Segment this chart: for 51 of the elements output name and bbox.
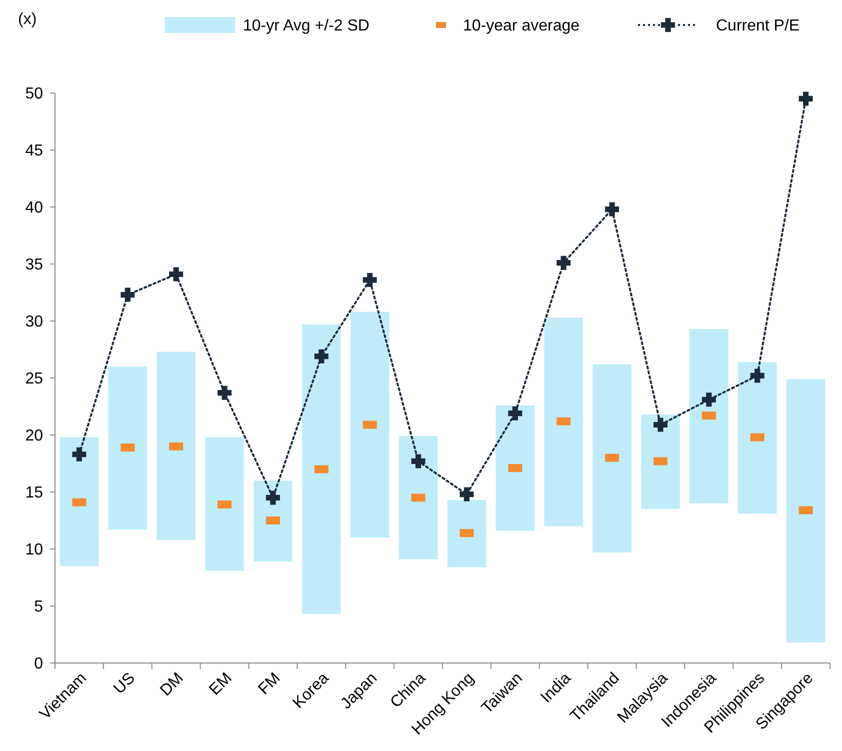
x-tick-label: FM <box>255 670 284 698</box>
bar <box>592 364 632 552</box>
point <box>750 368 764 383</box>
point <box>218 386 232 400</box>
bar <box>447 500 486 568</box>
point <box>653 418 668 432</box>
bar <box>544 318 583 526</box>
y-tick-label: 40 <box>25 200 44 217</box>
point <box>556 256 571 270</box>
point <box>169 267 184 282</box>
bar <box>641 414 680 510</box>
y-tick-label: 50 <box>25 86 44 103</box>
y-tick-label: 0 <box>34 656 44 673</box>
y-tick-label: 35 <box>25 256 44 274</box>
legend-label: 10-yr Avg +/-2 SD <box>243 18 370 35</box>
bar <box>254 480 292 562</box>
legend-label: Current P/E <box>716 18 800 35</box>
y-tick-label: 25 <box>25 370 44 388</box>
point <box>362 272 377 287</box>
bar <box>398 436 438 560</box>
y-tick-label: 5 <box>34 598 44 616</box>
y-tick-label: 10 <box>25 542 44 559</box>
point <box>120 288 135 302</box>
bar <box>205 437 244 571</box>
bar <box>302 324 341 614</box>
point <box>72 447 86 462</box>
point <box>702 392 716 407</box>
y-tick-label: 20 <box>25 428 44 445</box>
x-tick-label: EM <box>206 670 236 699</box>
y-tick-label: 45 <box>25 142 44 160</box>
point <box>314 349 328 364</box>
y-tick-label: 30 <box>25 314 44 331</box>
point <box>411 454 426 468</box>
point <box>266 490 280 505</box>
bar <box>350 312 390 538</box>
bar <box>156 352 196 540</box>
point <box>605 202 620 216</box>
point <box>798 92 813 106</box>
y-tick-label: 15 <box>25 484 44 502</box>
bar <box>496 405 535 531</box>
bar <box>60 437 99 566</box>
bar <box>690 328 728 504</box>
point <box>508 406 522 420</box>
x-tick-label: DM <box>157 670 187 700</box>
y-axis-title: (x) <box>18 11 37 28</box>
bar <box>108 366 148 530</box>
legend-label: 10-year average <box>463 18 580 35</box>
bar <box>786 379 826 642</box>
x-tick-label: US <box>110 670 138 698</box>
point <box>460 487 474 502</box>
bar <box>738 362 777 514</box>
